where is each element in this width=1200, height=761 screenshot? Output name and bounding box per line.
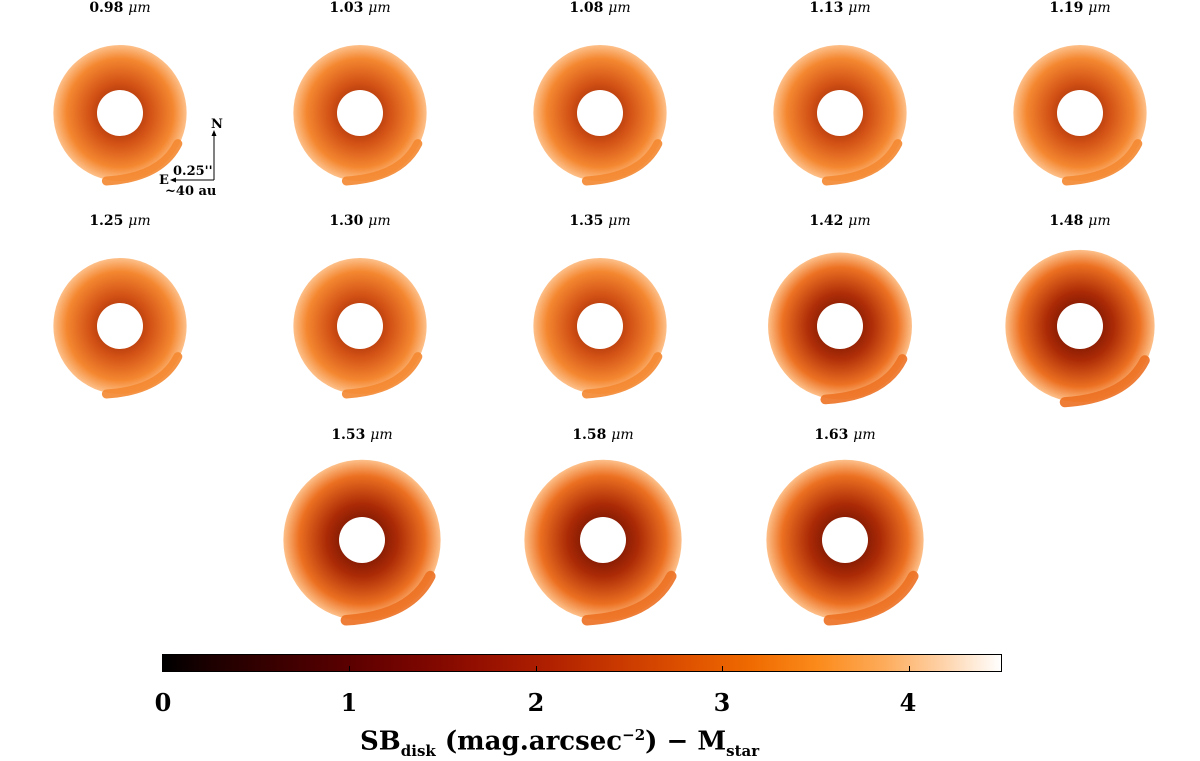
disk-panel: 1.53 μm — [242, 427, 482, 637]
east-label: E — [159, 173, 169, 188]
wavelength-label: 1.19 μm — [1049, 0, 1111, 16]
disk-image — [773, 45, 907, 186]
disk-panel: 0.98 μm — [0, 0, 240, 210]
disk-panel: 1.13 μm — [720, 0, 960, 210]
north-label: N — [211, 117, 223, 132]
wavelength-label: 1.25 μm — [89, 213, 151, 229]
disk-panel: 1.08 μm — [480, 0, 720, 210]
disk-panel: 1.63 μm — [725, 427, 965, 637]
compass-rose: N E 0.25'' ~40 au — [159, 117, 223, 198]
disk-panel: 1.25 μm — [0, 213, 240, 423]
disk-image — [1013, 45, 1147, 186]
scale-angle-label: 0.25'' — [173, 164, 213, 179]
wavelength-label: 0.98 μm — [89, 0, 151, 16]
wavelength-label: 1.30 μm — [329, 213, 391, 229]
disk-image — [766, 459, 924, 626]
colorbar-tick-label: 3 — [713, 688, 731, 717]
wavelength-label: 1.63 μm — [814, 427, 876, 443]
wavelength-label: 1.53 μm — [331, 427, 393, 443]
disk-panel: 1.58 μm — [483, 427, 723, 637]
disk-panel: 1.42 μm — [720, 213, 960, 423]
disk-image — [283, 459, 441, 626]
colorbar-tick-label: 4 — [899, 688, 917, 717]
disk-image — [53, 45, 187, 186]
wavelength-label: 1.08 μm — [569, 0, 631, 16]
disk-panel: 1.35 μm — [480, 213, 720, 423]
disk-panel: 1.48 μm — [960, 213, 1200, 423]
colorbar-tick-label: 0 — [154, 688, 172, 717]
colorbar-tick-label: 1 — [340, 688, 358, 717]
disk-image — [533, 45, 667, 186]
disk-panel: 1.03 μm — [240, 0, 480, 210]
disk-image — [768, 252, 912, 405]
scale-distance-label: ~40 au — [165, 184, 216, 198]
disk-image — [293, 258, 427, 399]
wavelength-label: 1.35 μm — [569, 213, 631, 229]
wavelength-label: 1.48 μm — [1049, 213, 1111, 229]
wavelength-label: 1.03 μm — [329, 0, 391, 16]
wavelength-label: 1.13 μm — [809, 0, 871, 16]
disk-image — [533, 258, 667, 399]
disk-image — [1005, 249, 1155, 408]
colorbar-title: SBdisk (mag.arcsec−2) − Mstar — [360, 726, 760, 760]
disk-panel: 1.19 μm — [960, 0, 1200, 210]
wavelength-label: 1.42 μm — [809, 213, 871, 229]
disk-image — [53, 258, 187, 399]
wavelength-label: 1.58 μm — [572, 427, 634, 443]
colorbar-tick-label: 2 — [527, 688, 545, 717]
colorbar — [162, 654, 1002, 672]
disk-image — [293, 45, 427, 186]
disk-panel: 1.30 μm — [240, 213, 480, 423]
disk-image — [524, 459, 682, 626]
